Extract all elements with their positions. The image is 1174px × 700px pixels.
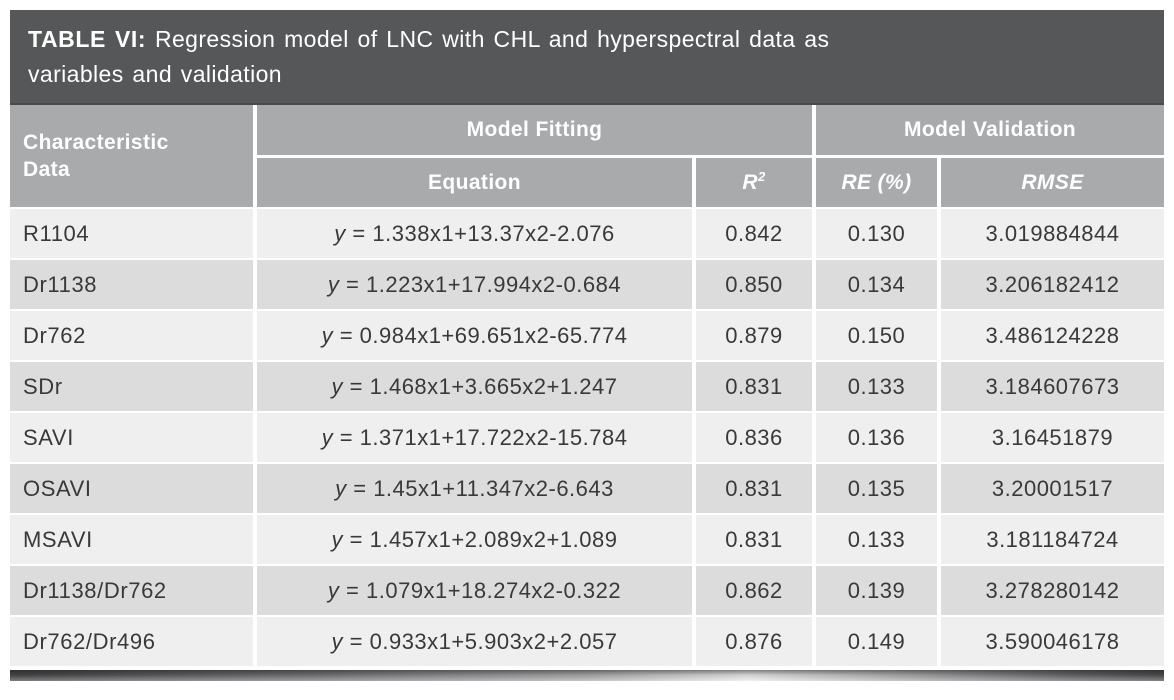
r-squared-cell: 0.850 <box>696 258 816 309</box>
column-header-equation: Equation <box>257 158 696 207</box>
table-row: OSAVI y = 1.45x1+11.347x2-6.643 0.831 0.… <box>10 462 1164 513</box>
r-squared-cell: 0.876 <box>696 615 816 666</box>
equation-cell: y = 1.079x1+18.274x2-0.322 <box>257 564 696 615</box>
re-cell: 0.130 <box>816 207 941 258</box>
rmse-cell: 3.019884844 <box>941 207 1164 258</box>
table-title-line2: variables and validation <box>28 61 282 87</box>
re-cell: 0.136 <box>816 411 941 462</box>
rmse-cell: 3.184607673 <box>941 360 1164 411</box>
rmse-cell: 3.590046178 <box>941 615 1164 666</box>
equation-cell: y = 1.45x1+11.347x2-6.643 <box>257 462 696 513</box>
header-group-row: Characteristic Data Model Fitting Model … <box>10 105 1164 207</box>
table-title: TABLE VI: Regression model of LNC with C… <box>10 10 1164 105</box>
rmse-cell: 3.20001517 <box>941 462 1164 513</box>
equation-cell: y = 1.338x1+13.37x2-2.076 <box>257 207 696 258</box>
equation-cell: y = 1.371x1+17.722x2-15.784 <box>257 411 696 462</box>
equation-cell: y = 1.223x1+17.994x2-0.684 <box>257 258 696 309</box>
column-group-model-validation: Model Validation <box>816 105 1164 158</box>
re-cell: 0.139 <box>816 564 941 615</box>
characteristic-cell: Dr762/Dr496 <box>10 615 257 666</box>
table-title-text: Regression model of LNC with CHL and hyp… <box>154 26 830 52</box>
characteristic-cell: MSAVI <box>10 513 257 564</box>
rmse-cell: 3.181184724 <box>941 513 1164 564</box>
column-group-model-fitting: Model Fitting <box>257 105 816 158</box>
r-squared-cell: 0.842 <box>696 207 816 258</box>
characteristic-cell: OSAVI <box>10 462 257 513</box>
r-squared-cell: 0.879 <box>696 309 816 360</box>
table-row: MSAVI y = 1.457x1+2.089x2+1.089 0.831 0.… <box>10 513 1164 564</box>
column-header-r-squared: R2 <box>696 158 816 207</box>
characteristic-cell: R1104 <box>10 207 257 258</box>
table-header: Characteristic Data Model Fitting Model … <box>10 105 1164 207</box>
r-squared-cell: 0.836 <box>696 411 816 462</box>
characteristic-cell: Dr1138/Dr762 <box>10 564 257 615</box>
r-squared-cell: 0.831 <box>696 462 816 513</box>
table-row: SDr y = 1.468x1+3.665x2+1.247 0.831 0.13… <box>10 360 1164 411</box>
table-body: R1104 y = 1.338x1+13.37x2-2.076 0.842 0.… <box>10 207 1164 666</box>
rmse-cell: 3.206182412 <box>941 258 1164 309</box>
rmse-cell: 3.16451879 <box>941 411 1164 462</box>
re-cell: 0.149 <box>816 615 941 666</box>
table-number-label: TABLE VI: <box>28 26 147 52</box>
re-cell: 0.150 <box>816 309 941 360</box>
bottom-shadow-bar <box>10 670 1164 681</box>
characteristic-cell: SDr <box>10 360 257 411</box>
table-row: R1104 y = 1.338x1+13.37x2-2.076 0.842 0.… <box>10 207 1164 258</box>
table-row: SAVI y = 1.371x1+17.722x2-15.784 0.836 0… <box>10 411 1164 462</box>
table-row: Dr1138/Dr762 y = 1.079x1+18.274x2-0.322 … <box>10 564 1164 615</box>
re-cell: 0.133 <box>816 360 941 411</box>
rmse-cell: 3.278280142 <box>941 564 1164 615</box>
r-squared-cell: 0.862 <box>696 564 816 615</box>
regression-table: Characteristic Data Model Fitting Model … <box>10 105 1164 666</box>
re-cell: 0.134 <box>816 258 941 309</box>
table-row: Dr762/Dr496 y = 0.933x1+5.903x2+2.057 0.… <box>10 615 1164 666</box>
re-cell: 0.133 <box>816 513 941 564</box>
table-row: Dr762 y = 0.984x1+69.651x2-65.774 0.879 … <box>10 309 1164 360</box>
equation-cell: y = 1.457x1+2.089x2+1.089 <box>257 513 696 564</box>
table-title-line1: TABLE VI: Regression model of LNC with C… <box>28 22 1146 57</box>
header-sub-row: Equation R2 RE (%) RMSE <box>10 158 1164 207</box>
column-header-rmse: RMSE <box>941 158 1164 207</box>
table-vi-card: TABLE VI: Regression model of LNC with C… <box>10 10 1164 681</box>
table-row: Dr1138 y = 1.223x1+17.994x2-0.684 0.850 … <box>10 258 1164 309</box>
equation-cell: y = 0.933x1+5.903x2+2.057 <box>257 615 696 666</box>
r-squared-cell: 0.831 <box>696 360 816 411</box>
equation-cell: y = 1.468x1+3.665x2+1.247 <box>257 360 696 411</box>
characteristic-cell: Dr762 <box>10 309 257 360</box>
characteristic-cell: SAVI <box>10 411 257 462</box>
column-header-re-percent: RE (%) <box>816 158 941 207</box>
rmse-cell: 3.486124228 <box>941 309 1164 360</box>
characteristic-cell: Dr1138 <box>10 258 257 309</box>
equation-cell: y = 0.984x1+69.651x2-65.774 <box>257 309 696 360</box>
column-header-characteristic-data: Characteristic Data <box>10 105 257 207</box>
r-squared-cell: 0.831 <box>696 513 816 564</box>
re-cell: 0.135 <box>816 462 941 513</box>
